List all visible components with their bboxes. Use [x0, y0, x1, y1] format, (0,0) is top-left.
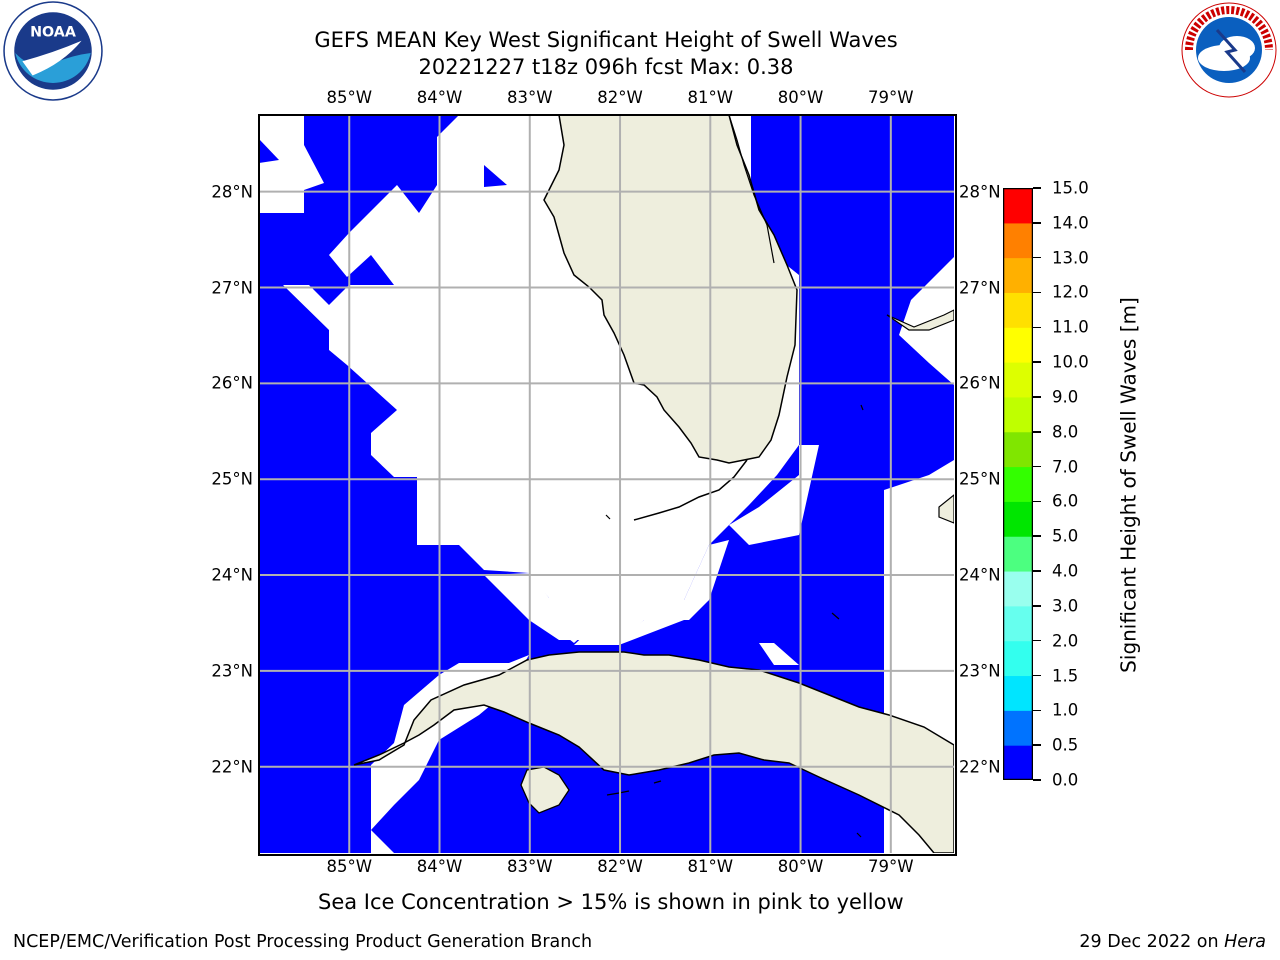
lon-tick-label-top: 85°W: [326, 88, 373, 107]
colorbar-tick-label: 11.0: [1052, 317, 1089, 337]
lat-tick-label-right: 23°N: [959, 661, 1001, 681]
lon-tick-label-bottom: 79°W: [868, 857, 914, 876]
lat-tick-label-left: 27°N: [211, 278, 253, 298]
lon-tick-label-bottom: 85°W: [326, 857, 373, 876]
colorbar-tick-label: 12.0: [1052, 282, 1089, 302]
noaa-logo-text: NOAA: [30, 25, 76, 41]
colorbar-band: [1003, 745, 1033, 780]
lon-tick-label-bottom: 83°W: [506, 857, 553, 876]
colorbar-band: [1003, 710, 1033, 746]
lat-tick-label-right: 27°N: [959, 278, 1001, 298]
lat-tick-label-right: 24°N: [959, 565, 1001, 585]
colorbar-tick-label: 15.0: [1052, 178, 1089, 198]
lon-tick-label-top: 79°W: [868, 88, 914, 107]
colorbar-band: [1003, 327, 1033, 363]
cuba-land: [353, 651, 954, 853]
footer-date: 29 Dec 2022 on Hera: [1079, 932, 1266, 952]
lat-tick-label-left: 22°N: [211, 757, 253, 777]
lat-tick-label-left: 24°N: [211, 565, 253, 585]
colorbar-tick: [1033, 291, 1041, 294]
colorbar-tick-label: 9.0: [1052, 387, 1079, 407]
colorbar: [1003, 188, 1033, 780]
lat-tick-label-left: 25°N: [211, 469, 253, 489]
colorbar-tick-label: 13.0: [1052, 248, 1089, 268]
colorbar-tick-label: 2.0: [1052, 631, 1079, 651]
colorbar-band: [1003, 571, 1033, 607]
colorbar-tick-label: 8.0: [1052, 422, 1079, 442]
lat-tick-label-right: 28°N: [959, 182, 1001, 202]
colorbar-band: [1003, 188, 1033, 224]
colorbar-band: [1003, 536, 1033, 572]
lon-tick-label-top: 82°W: [597, 88, 643, 107]
colorbar-tick: [1033, 396, 1041, 398]
colorbar-tick-label: 3.0: [1052, 596, 1079, 616]
lat-tick-label-right: 22°N: [959, 757, 1001, 777]
colorbar-tick: [1033, 222, 1041, 224]
lon-tick-label-top: 84°W: [416, 88, 463, 107]
colorbar-tick: [1033, 605, 1041, 607]
lon-tick-label-bottom: 84°W: [416, 857, 463, 876]
colorbar-tick: [1033, 256, 1041, 259]
colorbar-tick: [1033, 570, 1041, 572]
colorbar-tick: [1033, 674, 1041, 677]
colorbar-tick-label: 5.0: [1052, 526, 1079, 546]
sea-ice-note: Sea Ice Concentration > 15% is shown in …: [318, 890, 904, 914]
colorbar-title: Significant Height of Swell Waves [m]: [1116, 297, 1141, 673]
lon-tick-label-bottom: 81°W: [687, 857, 734, 876]
colorbar-tick: [1033, 431, 1041, 433]
nws-logo: [1181, 2, 1277, 98]
isla-juventud-land: [520, 766, 570, 814]
colorbar-tick-label: 6.0: [1052, 491, 1079, 511]
colorbar-tick: [1033, 639, 1041, 642]
colorbar-tick-label: 10.0: [1052, 352, 1089, 372]
colorbar-tick: [1033, 326, 1041, 329]
colorbar-tick-label: 4.0: [1052, 561, 1079, 581]
footer-credit: NCEP/EMC/Verification Post Processing Pr…: [13, 932, 593, 952]
colorbar-tick: [1033, 779, 1041, 781]
colorbar-tick: [1033, 465, 1041, 468]
colorbar-band: [1003, 292, 1033, 328]
colorbar-band: [1003, 640, 1033, 677]
colorbar-tick: [1033, 361, 1041, 363]
colorbar-band: [1003, 466, 1033, 502]
colorbar-band: [1003, 605, 1033, 642]
colorbar-tick-label: 1.0: [1052, 700, 1079, 720]
colorbar-band: [1003, 396, 1033, 433]
graticule: [259, 115, 954, 853]
footer-host: Hera: [1224, 932, 1266, 952]
map-title: GEFS MEAN Key West Significant Height of…: [314, 28, 898, 52]
colorbar-band: [1003, 222, 1033, 259]
noaa-logo: NOAA: [3, 1, 103, 101]
colorbar-tick: [1033, 744, 1041, 746]
colorbar-tick-label: 0.5: [1052, 735, 1079, 755]
lat-tick-label-left: 23°N: [211, 661, 253, 681]
lat-tick-label-right: 26°N: [959, 373, 1001, 393]
lat-tick-label-left: 26°N: [211, 373, 253, 393]
lat-tick-label-left: 28°N: [211, 182, 253, 202]
colorbar-band: [1003, 675, 1033, 711]
lon-tick-label-bottom: 80°W: [777, 857, 824, 876]
colorbar-band: [1003, 257, 1033, 293]
colorbar-band: [1003, 431, 1033, 468]
colorbar-tick: [1033, 500, 1041, 503]
colorbar-tick: [1033, 187, 1041, 189]
colorbar-band: [1003, 501, 1033, 537]
florida-land: [543, 115, 798, 464]
lon-tick-label-bottom: 82°W: [597, 857, 643, 876]
colorbar-tick-label: 14.0: [1052, 213, 1089, 233]
colorbar-tick: [1033, 709, 1041, 712]
colorbar-tick: [1033, 535, 1041, 537]
lon-tick-label-top: 81°W: [687, 88, 734, 107]
colorbar-tick-label: 7.0: [1052, 457, 1079, 477]
map-subtitle: 20221227 t18z 096h fcst Max: 0.38: [418, 55, 794, 79]
colorbar-tick-label: 0.0: [1052, 770, 1079, 790]
footer-date-text: 29 Dec 2022 on: [1079, 932, 1225, 952]
map-panel: [259, 115, 954, 853]
lon-tick-label-top: 83°W: [506, 88, 553, 107]
lon-tick-label-top: 80°W: [777, 88, 824, 107]
colorbar-band: [1003, 362, 1033, 398]
lat-tick-label-right: 25°N: [959, 469, 1001, 489]
colorbar-tick-label: 1.5: [1052, 666, 1079, 686]
